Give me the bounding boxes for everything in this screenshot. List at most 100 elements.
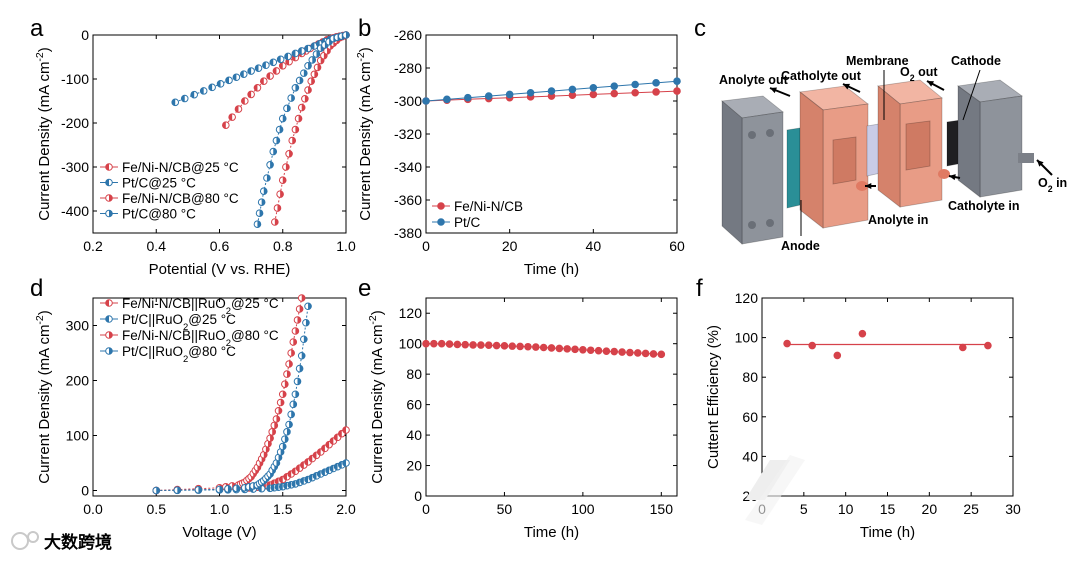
text-run: Current Density (mA cm	[36, 62, 53, 221]
plot-frame	[425, 297, 678, 497]
chart-d: d 0.0 0.5 1.0 1.5 2.0 0 100 200 300 Voltage (V) Cur…	[30, 275, 356, 541]
superscript: -2	[367, 315, 379, 324]
data-point-fill	[225, 77, 229, 84]
data-point-fill	[298, 47, 302, 55]
data-point-fill	[590, 84, 597, 92]
data-point-fill	[618, 348, 626, 356]
data-point-fill	[308, 455, 313, 462]
x-axis-label: Time (h)	[860, 524, 915, 541]
data-point-fill	[259, 209, 263, 217]
data-point-fill	[222, 121, 226, 129]
data-point-fill	[279, 483, 283, 490]
x-tick-label: 0.0	[83, 501, 103, 517]
data-point-fill	[317, 448, 321, 456]
data-point-fill	[527, 89, 534, 97]
data-point-fill	[276, 415, 280, 423]
legend-marker-fill	[105, 315, 109, 323]
data-point-fill	[443, 96, 451, 103]
panel-letter-c: c	[694, 15, 706, 42]
x-tick-label: 15	[880, 501, 896, 517]
y-tick-label: 80	[742, 369, 758, 385]
watermark-logo-icon	[11, 532, 29, 550]
data-point-fill	[569, 86, 576, 93]
x-tick-label: 5	[800, 501, 808, 517]
data-point-fill	[286, 105, 291, 112]
data-point-fill	[587, 346, 595, 354]
anolyte-in-port	[856, 181, 868, 191]
legend-marker-fill	[105, 179, 109, 186]
data-point-fill	[783, 340, 791, 347]
panel-letter-d: d	[30, 275, 43, 302]
subscript: 2	[226, 338, 231, 349]
data-point-fill	[235, 105, 239, 113]
cathode-plate-side	[957, 85, 981, 198]
x-tick-label: 0	[422, 238, 430, 254]
x-tick-label: 20	[502, 238, 518, 254]
legend-entry: Pt/C||RuO2@80 °C	[122, 344, 236, 365]
data-point-fill	[208, 84, 213, 91]
data-point-fill	[631, 81, 639, 88]
series-data	[422, 339, 666, 359]
data-point-fill	[279, 126, 283, 133]
text-run: Current Density (mA cm	[357, 62, 374, 221]
data-point-fill	[299, 365, 303, 372]
data-point-fill	[422, 97, 430, 105]
legend-entry: Fe/Ni-N/CB@25 °C	[122, 160, 239, 175]
y-axis-label: Current Density (mA cm-2)	[34, 310, 53, 484]
legend-marker-fill	[437, 202, 445, 210]
data-point-fill	[276, 137, 280, 144]
anolyte-in-arrow-head	[865, 182, 872, 190]
x-tick-label: 1.0	[210, 501, 230, 517]
text-run: Anolyte out	[719, 73, 789, 87]
x-tick-label: 2.0	[336, 501, 356, 517]
label-o2-out: O2 out	[900, 65, 938, 83]
y-tick-label: -260	[394, 27, 422, 43]
data-point-fill	[438, 340, 445, 347]
data-point-fill	[263, 187, 268, 195]
x-tick-label: 0.6	[210, 238, 230, 254]
data-point-fill	[299, 77, 303, 84]
x-tick-label: 25	[963, 501, 979, 517]
data-point-fill	[312, 56, 316, 64]
data-point-fill	[289, 421, 293, 428]
data-point-fill	[240, 70, 244, 78]
data-point-fill	[610, 82, 618, 90]
label-anode: Anode	[781, 239, 820, 253]
data-point-fill	[261, 198, 265, 206]
data-point-fill	[284, 435, 289, 443]
x-tick-label: 100	[571, 501, 595, 517]
watermark-stroke-1	[745, 460, 790, 500]
anolyte-chamber-side	[799, 91, 824, 229]
legend-marker-fill	[109, 347, 113, 355]
data-point-fill	[274, 218, 279, 226]
data-point-fill	[254, 84, 258, 92]
data-point-fill	[285, 163, 290, 171]
catholyte-chamber-window	[905, 120, 931, 171]
text-run: Membrane	[846, 54, 909, 68]
panel-letter-b: b	[358, 15, 371, 42]
data-point-fill	[430, 340, 438, 347]
data-point-fill	[274, 422, 278, 429]
catholyte-in-port	[938, 169, 950, 179]
x-tick-label: 0	[422, 501, 430, 517]
data-point-fill	[485, 92, 493, 100]
text-run: Catholyte in	[948, 199, 1020, 213]
legend-entry: Pt/C@25 °C	[122, 176, 196, 191]
data-point-fill	[540, 344, 547, 351]
data-point-fill	[292, 50, 296, 57]
legend-marker-fill	[109, 210, 113, 217]
data-point-fill	[272, 428, 276, 436]
data-point-fill	[273, 67, 277, 75]
text-run: Pt/C||RuO	[122, 344, 183, 359]
data-point-fill	[287, 481, 292, 489]
data-point-fill	[506, 91, 513, 98]
data-point-fill	[228, 113, 233, 121]
x-tick-label: 0.2	[83, 238, 103, 254]
data-point-fill	[198, 486, 202, 494]
y-tick-label: -380	[394, 225, 422, 241]
data-point-fill	[330, 465, 334, 472]
x-tick-label: 0.4	[147, 238, 167, 254]
label-membrane: Membrane	[846, 54, 909, 68]
data-point-fill	[834, 352, 841, 359]
x-tick-label: 0.8	[273, 238, 293, 254]
